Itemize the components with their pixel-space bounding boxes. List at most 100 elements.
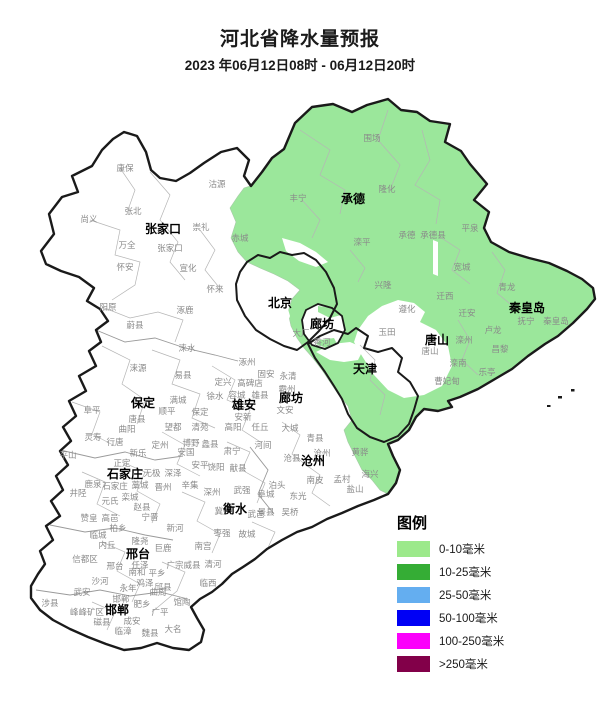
county-label: 张家口 [157,243,183,253]
legend-item-label: 10-25毫米 [439,567,492,579]
county-label: 巨鹿 [154,543,172,553]
county-label: 肃宁 [223,446,240,456]
beijing-boundary [235,251,338,351]
county-label: 卢龙 [484,325,502,335]
county-label: 张北 [124,206,142,216]
legend-rows: 0-10毫米 10-25毫米 25-50毫米 50-100毫米 100-250毫米 >25… [397,541,577,672]
legend-item: 50-100毫米 [397,610,577,626]
city-label: 廊坊 [310,316,334,331]
county-label: 临西 [199,578,216,588]
province-boundary [29,97,597,652]
county-label: 围场 [363,133,380,143]
legend: 图例 0-10毫米 10-25毫米 25-50毫米 50-100毫米 100-250毫米… [397,512,577,679]
county-label: 涉县 [41,598,59,608]
county-boundaries [71,109,516,631]
county-label: 雄县 [251,390,269,400]
county-label: 峰峰矿区 [70,607,105,617]
legend-item-label: 25-50毫米 [439,590,492,602]
legend-item: 0-10毫米 [397,541,577,557]
county-label: 信都区 [72,554,98,564]
county-label: 赤城 [231,233,249,243]
county-label: 泊头 [268,480,286,490]
county-label: 秦皇岛 [543,316,569,326]
county-label: 鸡泽 [136,578,154,588]
county-label: 大名 [164,624,181,634]
county-label: 容城 [228,390,246,400]
county-label: 平山 [59,450,76,460]
county-label: 武邑 [247,509,264,519]
county-label: 昌黎 [491,344,509,354]
county-label: 肥乡 [133,599,150,609]
county-label: 清苑 [191,422,209,432]
county-label: 孟村 [333,474,351,484]
county-label: 永清 [279,371,297,381]
county-label: 平乡 [148,568,165,578]
county-label: 滦州 [455,335,472,345]
county-label: 石家庄 [102,481,128,491]
county-label: 内丘 [98,540,116,550]
county-label: 南宫 [194,541,211,551]
county-label: 馆陶 [173,597,190,607]
county-label: 丰宁 [289,193,306,203]
county-label: 吴桥 [281,507,299,517]
county-label: 大厂 [292,328,309,338]
county-label: 南皮 [306,475,324,485]
county-label: 深泽 [164,468,182,478]
county-label: 曲阳 [118,424,135,434]
city-label: 衡水 [223,501,248,516]
county-label: 承德 [398,230,416,240]
county-label: 任丘 [251,422,269,432]
city-label: 廊坊 [279,390,303,405]
county-label: 怀安 [116,262,133,272]
county-label: 南和 [128,567,145,577]
reservoir [433,240,438,276]
county-label: 安新 [234,412,252,422]
county-label: 沙河 [91,576,109,586]
legend-item: 25-50毫米 [397,587,577,603]
county-label: 遵化 [398,304,416,314]
legend-color-swatch [397,656,430,672]
city-label: 北京 [268,295,292,310]
county-label: 邢台 [106,561,123,571]
tianjin-boundary [307,327,419,443]
county-label: 盐山 [346,484,363,494]
county-label: 阜平 [83,405,101,415]
county-label: 尚义 [80,214,98,224]
county-label: 河间 [254,440,271,450]
city-label: 邯郸 [105,602,129,617]
county-label: 黄骅 [351,447,369,457]
county-label: 晋州 [154,482,171,492]
county-label: 清河 [204,559,222,569]
county-label: 望都 [164,422,182,432]
county-label: 定兴 [214,377,232,387]
county-label: 青龙 [498,282,516,292]
legend-color-swatch [397,633,430,649]
legend-color-swatch [397,587,430,603]
county-label: 固安 [257,369,274,379]
legend-item-label: >250毫米 [439,659,488,671]
county-label: 魏县 [141,628,159,638]
city-label: 承德 [341,191,365,206]
county-label: 徐水 [206,391,224,401]
county-label: 新河 [166,523,184,533]
city-label: 邢台 [126,546,150,561]
county-label: 冀州 [214,506,231,516]
county-label: 东光 [289,491,307,501]
county-label: 乐亭 [478,367,495,377]
legend-title: 图例 [397,515,428,532]
county-label: 行唐 [106,437,124,447]
enclave-border [301,303,346,350]
city-label: 石家庄 [106,466,143,481]
county-label: 武安 [73,587,90,597]
enclave-rain-patch-north [318,306,341,318]
county-label: 阳原 [99,302,116,312]
legend-item: >250毫米 [397,656,577,672]
no-rain-tangshan [354,300,452,398]
county-label: 磁县 [93,617,111,627]
county-label: 唐山 [421,346,438,356]
city-label: 雄安 [231,397,256,412]
legend-item-label: 0-10毫米 [439,544,486,556]
county-label: 宣化 [179,263,197,273]
